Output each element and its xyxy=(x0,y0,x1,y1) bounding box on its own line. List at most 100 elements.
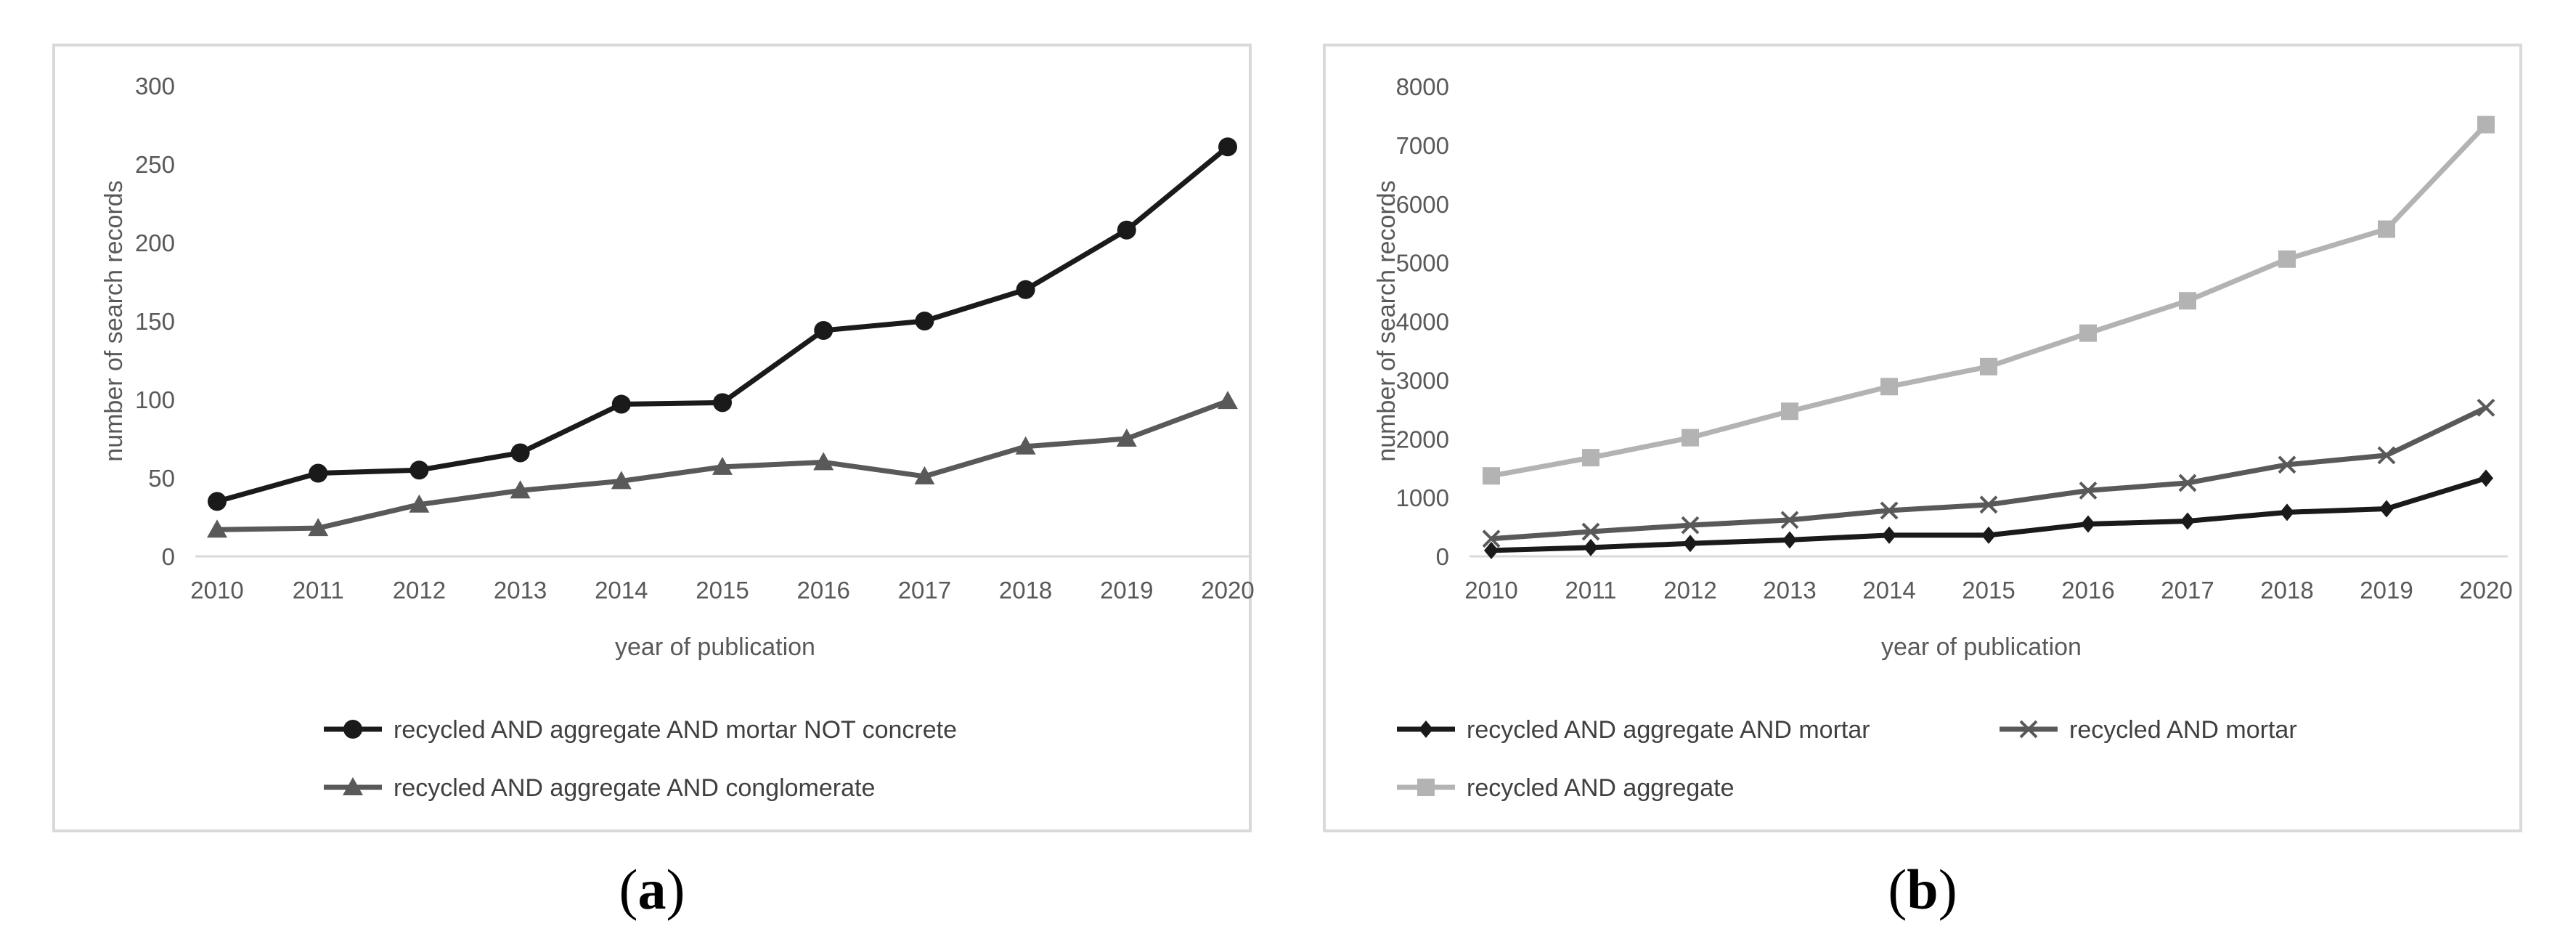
data-point-0 xyxy=(1117,220,1136,240)
data-point-2 xyxy=(1980,357,1997,375)
legend-marker xyxy=(1419,720,1433,738)
data-point-1 xyxy=(1116,429,1137,447)
legend-marker xyxy=(343,777,363,795)
x-ticks-b: 2010 2011 2012 2013 2014 2015 2016 2017 2018 2019… xyxy=(1464,577,2512,604)
x-tick-label: 2015 xyxy=(696,577,749,604)
data-point-1 xyxy=(611,471,632,490)
data-point-0 xyxy=(510,443,530,463)
x-tick-label: 2015 xyxy=(1962,577,2015,604)
data-point-0 xyxy=(2280,503,2294,521)
y-ticks-a: 0 50 100 150 200 250 300 xyxy=(135,73,175,570)
chart-panel-b: 0 1000 2000 3000 4000 5000 6000 7000 8000 2010 20… xyxy=(1323,44,2522,832)
legend-marker xyxy=(1417,779,1435,796)
x-tick-label: 2013 xyxy=(1763,577,1816,604)
caption-a: (a) xyxy=(619,858,685,921)
data-point-2 xyxy=(2179,292,2196,310)
x-axis-title-b: year of publication xyxy=(1881,633,2082,661)
data-point-1 xyxy=(712,456,733,475)
data-point-2 xyxy=(1781,402,1798,421)
y-tick-label: 6000 xyxy=(1396,191,1449,218)
data-point-0 xyxy=(2479,469,2493,487)
y-tick-label: 0 xyxy=(162,543,175,570)
data-point-0 xyxy=(1882,526,1896,544)
data-point-0 xyxy=(915,312,934,330)
x-tick-label: 2019 xyxy=(2360,577,2413,604)
legend-marker xyxy=(343,720,362,739)
data-point-0 xyxy=(1683,535,1697,553)
series-line-0 xyxy=(216,145,1230,504)
y-tick-label: 150 xyxy=(135,308,175,335)
data-point-1 xyxy=(914,466,935,484)
x-tick-label: 2017 xyxy=(2161,577,2214,604)
data-point-2 xyxy=(1682,429,1699,447)
x-tick-label: 2020 xyxy=(1201,577,1254,604)
x-tick-label: 2018 xyxy=(999,577,1052,604)
y-tick-label: 3000 xyxy=(1396,367,1449,394)
caption-b: (b) xyxy=(1888,858,1957,921)
data-point-0 xyxy=(409,460,429,480)
chart-panel-a: 0 50 100 150 200 250 300 2010 2011 2012 2013 2014 2… xyxy=(52,44,1255,832)
y-tick-label: 7000 xyxy=(1396,132,1449,159)
data-point-2 xyxy=(1483,467,1500,485)
y-tick-label: 50 xyxy=(148,465,175,492)
data-point-1 xyxy=(1482,529,1501,548)
data-point-0 xyxy=(1016,280,1035,299)
y-tick-label: 300 xyxy=(135,73,175,100)
data-point-0 xyxy=(1583,538,1598,556)
legend-b: recycled AND aggregate AND mortar recycle… xyxy=(1397,716,2297,802)
data-point-1 xyxy=(1880,501,1899,520)
data-point-0 xyxy=(611,394,631,414)
y-tick-label: 250 xyxy=(135,151,175,178)
x-tick-label: 2012 xyxy=(393,577,446,604)
series-line-1 xyxy=(1491,405,2487,542)
data-point-1 xyxy=(1015,436,1036,455)
data-point-1 xyxy=(409,494,430,513)
y-tick-label: 1000 xyxy=(1396,484,1449,511)
legend-label: recycled AND aggregate xyxy=(1467,774,1735,802)
data-point-1 xyxy=(1979,495,1998,514)
x-tick-label: 2017 xyxy=(898,577,951,604)
data-point-1 xyxy=(1581,522,1600,541)
x-axis-title-a: year of publication xyxy=(615,633,815,661)
x-tick-label: 2012 xyxy=(1663,577,1716,604)
data-point-1 xyxy=(510,480,531,499)
data-point-0 xyxy=(2379,500,2394,518)
y-axis-title-b: number of search records xyxy=(1373,180,1401,461)
y-axis-title-a: number of search records xyxy=(100,180,128,461)
x-ticks-a: 2010 2011 2012 2013 2014 2015 2016 2017 2018 2019… xyxy=(190,577,1254,604)
data-point-1 xyxy=(813,452,834,471)
data-point-0 xyxy=(2180,512,2195,530)
x-tick-label: 2020 xyxy=(2459,577,2512,604)
legend-label: recycled AND aggregate AND mortar xyxy=(1467,716,1870,744)
x-tick-label: 2018 xyxy=(2260,577,2313,604)
legend-label: recycled AND mortar xyxy=(2069,716,2297,744)
x-tick-label: 2016 xyxy=(796,577,849,604)
data-point-2 xyxy=(1880,378,1898,396)
y-tick-label: 8000 xyxy=(1396,73,1449,100)
x-tick-label: 2011 xyxy=(1565,577,1617,604)
data-point-0 xyxy=(208,492,227,511)
data-point-2 xyxy=(2477,115,2495,134)
data-point-1 xyxy=(2377,446,2396,465)
data-point-1 xyxy=(207,519,227,538)
series-group-a xyxy=(207,137,1238,538)
data-point-2 xyxy=(2378,220,2395,238)
data-point-1 xyxy=(1780,511,1799,529)
series-line-2 xyxy=(1491,123,2488,479)
legend-label: recycled AND aggregate AND conglomerate xyxy=(394,774,875,802)
y-tick-label: 5000 xyxy=(1396,250,1449,277)
legend-marker xyxy=(2019,720,2038,739)
x-tick-label: 2019 xyxy=(1100,577,1153,604)
data-point-1 xyxy=(308,518,329,537)
data-point-2 xyxy=(2079,324,2097,342)
legend-label: recycled AND aggregate AND mortar NOT co… xyxy=(394,716,957,744)
data-point-0 xyxy=(2081,515,2095,533)
data-point-1 xyxy=(1218,391,1238,410)
data-point-0 xyxy=(309,463,328,483)
data-point-0 xyxy=(1981,526,1996,544)
data-point-2 xyxy=(2278,250,2296,268)
x-tick-label: 2011 xyxy=(293,577,344,604)
data-point-2 xyxy=(1582,449,1599,467)
x-tick-label: 2014 xyxy=(595,577,648,604)
